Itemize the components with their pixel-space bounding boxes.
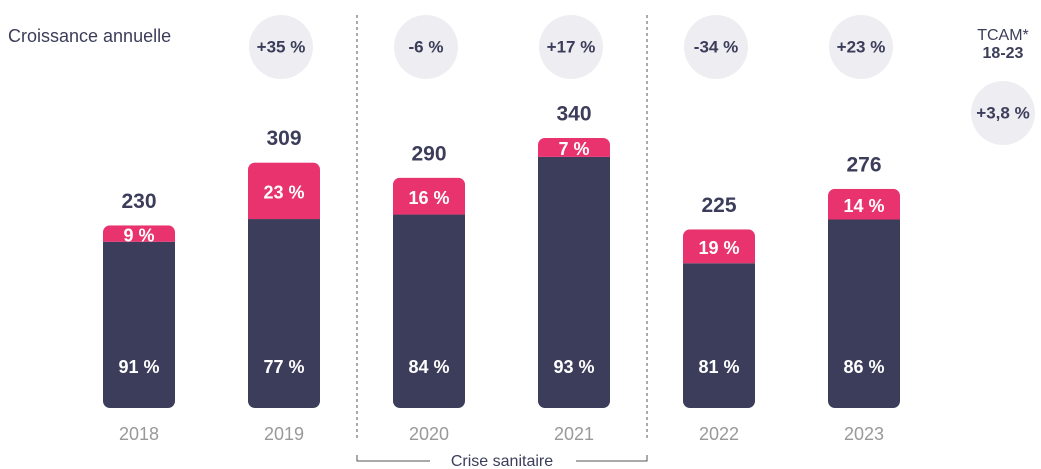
tcam-period: 18-23: [983, 45, 1024, 62]
growth-label: +35 %: [257, 37, 306, 56]
segment-label: 81 %: [698, 357, 739, 377]
segment-label: 9 %: [123, 225, 154, 245]
x-tick-label: 2023: [844, 424, 884, 444]
tcam-title: TCAM*: [977, 27, 1029, 44]
bar-segment: [103, 241, 175, 408]
total-label: 230: [121, 190, 156, 213]
growth-bubble: [249, 15, 313, 79]
x-tick-label: 2022: [699, 424, 739, 444]
bar-segment: [103, 225, 175, 242]
bar-segment: [393, 214, 465, 408]
bar-segment: [248, 219, 320, 408]
bar-segment: [248, 162, 320, 220]
period-annotation: Crise sanitaire: [451, 453, 553, 469]
bar-segment: [538, 138, 610, 157]
segment-label: 14 %: [843, 196, 884, 216]
total-label: 309: [266, 127, 301, 150]
segment-label: 86 %: [843, 357, 884, 377]
growth-bubble: [394, 15, 458, 79]
growth-label: +17 %: [547, 37, 596, 56]
total-label: 290: [411, 142, 446, 165]
x-tick-label: 2018: [119, 424, 159, 444]
growth-bubble: [539, 15, 603, 79]
bar-segment: [538, 156, 610, 408]
growth-title: Croissance annuelle: [8, 26, 171, 46]
x-tick-label: 2020: [409, 424, 449, 444]
total-label: 276: [846, 153, 881, 176]
growth-bubble: [829, 15, 893, 79]
bar-segment: [828, 219, 900, 408]
tcam-bubble: [971, 81, 1035, 145]
growth-label: +23 %: [837, 37, 886, 56]
bar-segment: [393, 177, 465, 215]
segment-label: 91 %: [118, 357, 159, 377]
total-label: 225: [701, 194, 736, 217]
segment-label: 84 %: [408, 357, 449, 377]
bar-segment: [683, 263, 755, 408]
bar-segment: [828, 188, 900, 220]
growth-bubble: [684, 15, 748, 79]
total-label: 340: [556, 103, 591, 126]
bar-segment: [683, 229, 755, 264]
segment-label: 93 %: [553, 357, 594, 377]
segment-label: 77 %: [263, 357, 304, 377]
segment-label: 19 %: [698, 238, 739, 258]
x-tick-label: 2019: [264, 424, 304, 444]
segment-label: 23 %: [263, 183, 304, 203]
segment-label: 7 %: [558, 139, 589, 159]
segment-label: 16 %: [408, 188, 449, 208]
bracket: [356, 455, 648, 462]
x-tick-label: 2021: [554, 424, 594, 444]
growth-label: -34 %: [694, 37, 738, 56]
growth-label: -6 %: [409, 37, 444, 56]
tcam-label: +3,8 %: [976, 103, 1029, 122]
